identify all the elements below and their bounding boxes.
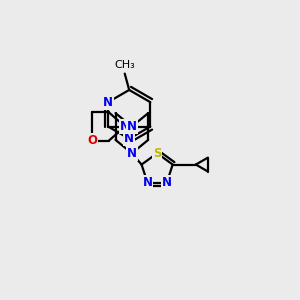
Text: N: N [162, 176, 172, 189]
Text: N: N [103, 96, 113, 109]
Text: O: O [87, 134, 97, 147]
Text: N: N [127, 147, 137, 160]
Text: CH₃: CH₃ [114, 60, 135, 70]
Text: N: N [120, 120, 130, 133]
Text: N: N [142, 176, 152, 189]
Text: N: N [124, 132, 134, 145]
Text: S: S [153, 147, 161, 160]
Text: N: N [127, 120, 137, 133]
